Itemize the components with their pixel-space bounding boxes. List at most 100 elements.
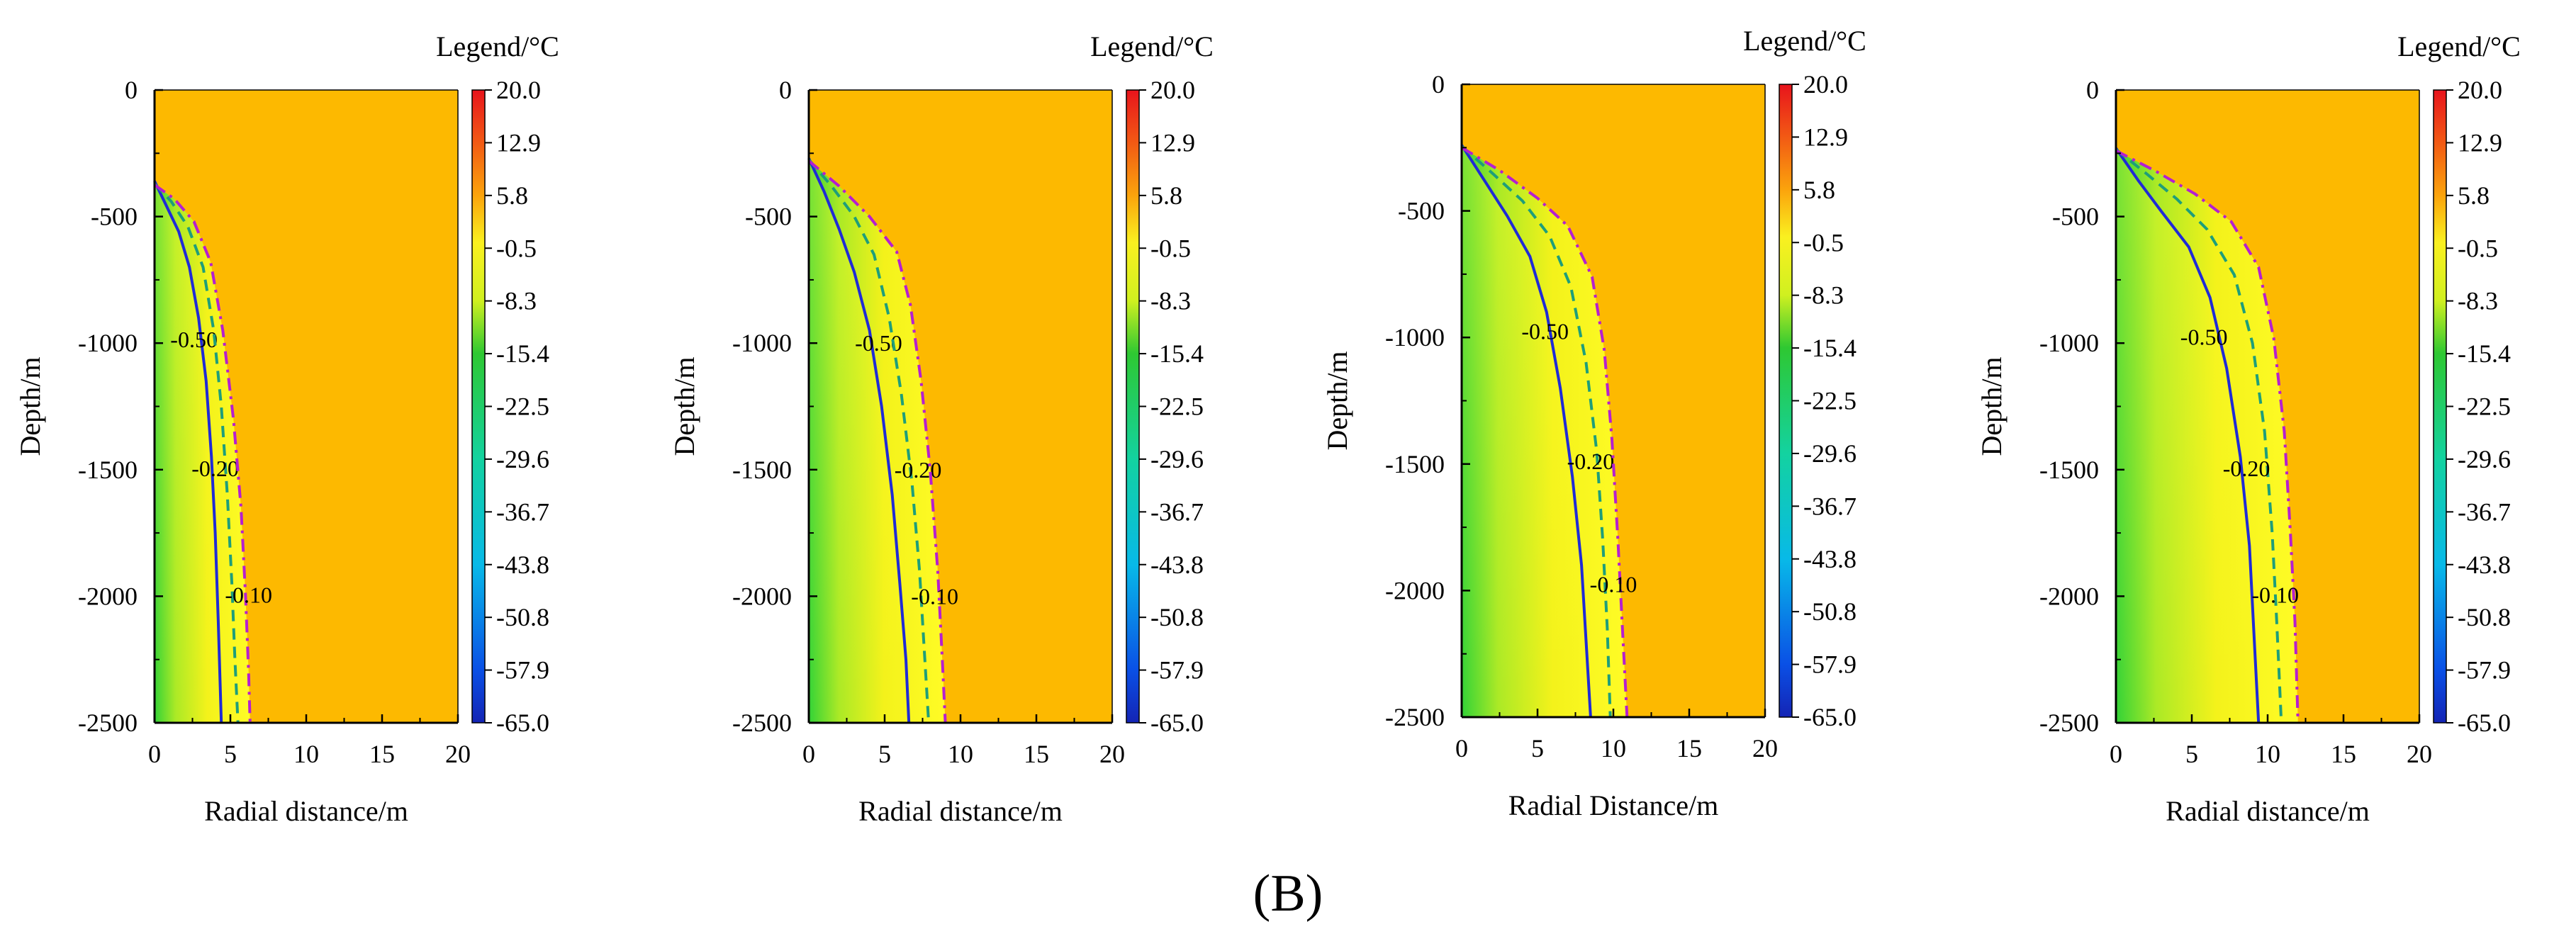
contour-label: -0.20 (895, 457, 942, 483)
colorbar-scale (1126, 89, 1140, 724)
frozen-zone-core (1462, 145, 1591, 717)
colorbar-tick-label: 5.8 (496, 181, 528, 210)
colorbar: Legend/°C 20.0 12.9 5.8 -0.5 -8.3 -15.4 -22.5 -2… (436, 30, 559, 737)
colorbar-tick-label: -43.8 (1150, 551, 1204, 579)
colorbar-tick-label: -22.5 (2458, 393, 2511, 421)
colorbar-tick-label: -36.7 (2458, 497, 2511, 526)
colorbar-tick-label: -15.4 (1150, 339, 1204, 368)
colorbar-tick-label: 5.8 (2458, 181, 2490, 210)
colorbar-tick-label: -0.5 (2458, 234, 2498, 262)
colorbar-tick-label: -22.5 (1150, 393, 1204, 421)
colorbar-tick-label: -65.0 (496, 709, 549, 737)
y-tick-label: -1500 (732, 456, 792, 484)
colorbar-tick-label: -50.8 (2458, 603, 2511, 631)
colorbar: Legend/°C 20.0 12.9 5.8 -0.5 -8.3 -15.4 -22.5 -2… (1090, 30, 1214, 737)
colorbar-tick-label: 12.9 (2458, 128, 2502, 157)
y-axis-title: Depth/m (1976, 357, 2007, 456)
contour-line--0.20 (1460, 145, 1612, 718)
contour-label: -0.50 (1521, 318, 1569, 344)
x-tick-label: 5 (224, 740, 237, 768)
colorbar-tick-label: -57.9 (1803, 651, 1857, 679)
contour-line--0.10 (1460, 146, 1629, 718)
y-axis-title: Depth/m (668, 357, 700, 456)
y-axis-title: Depth/m (14, 357, 46, 456)
y-tick-label: -500 (1398, 197, 1445, 225)
x-tick-label: 0 (148, 740, 161, 768)
colorbar-tick-label: -29.6 (496, 445, 549, 473)
y-tick-label: -2000 (732, 582, 792, 610)
colorbar-tick-label: -43.8 (1803, 545, 1857, 573)
colorbar-tick-label: -0.5 (496, 234, 537, 262)
x-tick-label: 10 (293, 740, 319, 768)
x-tick-label: 20 (1752, 734, 1778, 762)
colorbar-tick-label: -57.9 (1150, 656, 1204, 685)
contour-line--0.50 (2115, 147, 2261, 724)
y-tick-label: -500 (2052, 203, 2099, 231)
colorbar-tick-label: 12.9 (1150, 128, 1195, 157)
frozen-zone-core (155, 181, 222, 724)
colorbar: Legend/°C 20.0 12.9 5.8 -0.5 -8.3 -15.4 -22.5 -2… (1743, 25, 1866, 731)
colorbar-tick-label: -43.8 (2458, 551, 2511, 579)
contour-line--0.10 (2115, 149, 2300, 724)
colorbar-scale (471, 89, 486, 724)
colorbar-tick-label: -57.9 (2458, 656, 2511, 685)
contour-panel-3: -0.50 -0.20 -0.10 0 5 10 15 20 0 -500 -1000 -1500 -2… (1321, 25, 1866, 821)
y-tick-label: 0 (2086, 76, 2099, 104)
x-axis-title: Radial distance/m (2166, 795, 2370, 827)
frozen-zone-core (809, 158, 909, 723)
y-tick-label: -2500 (78, 709, 138, 737)
colorbar-tick-label: -15.4 (496, 339, 549, 368)
colorbar-tick-label: 12.9 (496, 128, 541, 157)
y-tick-label: 0 (125, 76, 138, 104)
colorbar-scale (1779, 84, 1793, 718)
contour-panel-4: -0.50 -0.20 -0.10 0 5 10 15 20 0 -500 -1000 -1500 -2… (1976, 30, 2521, 827)
y-tick-label: -1500 (78, 456, 138, 484)
colorbar-title: Legend/°C (436, 30, 559, 62)
colorbar-tick-label: -36.7 (1150, 497, 1204, 526)
contour-label: -0.10 (225, 582, 272, 608)
colorbar-tick-label: 5.8 (1803, 176, 1835, 204)
colorbar-tick-label: -15.4 (1803, 334, 1857, 362)
contour-label: -0.10 (911, 583, 958, 609)
y-tick-label: -2000 (1385, 576, 1445, 604)
colorbar-title: Legend/°C (1743, 25, 1866, 57)
contour-line--0.20 (2115, 148, 2283, 724)
colorbar-tick-label: -50.8 (1150, 603, 1204, 631)
contour-label: -0.50 (855, 330, 902, 356)
y-tick-label: -1500 (2039, 456, 2099, 484)
colorbar-tick-label: -65.0 (2458, 709, 2511, 737)
colorbar-tick-label: -22.5 (1803, 387, 1857, 415)
colorbar-tick-label: 20.0 (1150, 76, 1195, 104)
contour-line--0.50 (807, 157, 911, 724)
figure-caption: (B) (1253, 865, 1323, 923)
x-axis-title: Radial distance/m (858, 795, 1063, 827)
contour-line--0.20 (153, 182, 240, 724)
y-tick-label: -500 (91, 203, 138, 231)
colorbar-title: Legend/°C (1090, 30, 1214, 62)
contour-label: -0.20 (191, 456, 239, 481)
contour-panel-1: -0.50 -0.20 -0.10 0 5 10 15 20 0 -500 -1000 -1500 -2… (14, 30, 559, 827)
x-tick-label: 15 (2331, 740, 2356, 768)
contour-line--0.50 (1460, 144, 1592, 718)
x-axis-title: Radial Distance/m (1508, 789, 1719, 821)
y-axis-title: Depth/m (1321, 351, 1353, 451)
x-tick-label: 15 (1024, 740, 1049, 768)
colorbar-tick-label: -36.7 (1803, 492, 1857, 520)
contour-panel-2: -0.50 -0.20 -0.10 0 5 10 15 20 0 -500 -1000 -1500 -2… (668, 30, 1214, 827)
y-tick-label: -2000 (78, 582, 138, 610)
colorbar-tick-label: -0.5 (1803, 228, 1844, 257)
colorbar-tick-label: -65.0 (1150, 709, 1204, 737)
colorbar-tick-label: -36.7 (496, 497, 549, 526)
y-tick-label: -1000 (732, 329, 792, 357)
y-tick-label: -2500 (1385, 703, 1445, 731)
y-tick-label: -500 (745, 203, 792, 231)
contour-label: -0.20 (2223, 456, 2270, 481)
frozen-zone-core (2116, 148, 2259, 723)
colorbar: Legend/°C 20.0 12.9 5.8 -0.5 -8.3 -15.4 -22.5 -2… (2397, 30, 2521, 737)
contour-line--0.10 (807, 159, 947, 724)
contour-label: -0.10 (1590, 571, 1637, 597)
y-tick-label: -1500 (1385, 450, 1445, 478)
contour-label: -0.20 (1567, 449, 1615, 474)
y-tick-label: 0 (1432, 70, 1445, 98)
x-tick-label: 20 (1099, 740, 1125, 768)
